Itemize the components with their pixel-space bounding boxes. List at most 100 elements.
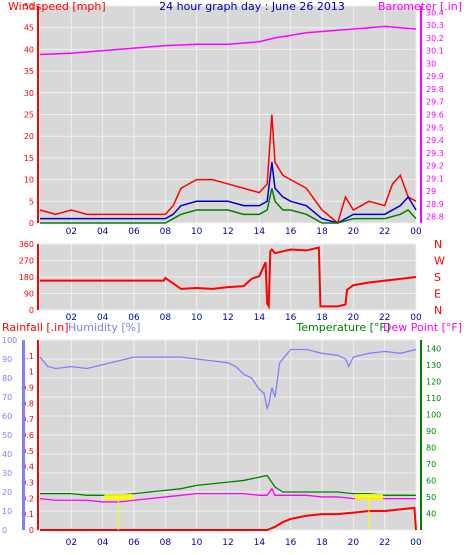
x-tick-label: 04 (97, 313, 109, 323)
dewpoint-label: Dew Point [°F] (383, 321, 462, 334)
barometer-tick: 29.4 (426, 136, 444, 145)
series-min (40, 188, 417, 224)
rainfall-tick: 0.4 (21, 463, 34, 472)
barometer-tick: 30.4 (426, 8, 444, 17)
series-dew_point (39, 487, 416, 503)
x-tick-label: 14 (254, 538, 266, 548)
windspeed-tick: 10 (24, 176, 34, 185)
barometer-tick: 29.8 (426, 85, 444, 94)
x-tick-label: 00 (410, 227, 422, 237)
x-tick-label: 02 (66, 538, 77, 548)
humidity-tick: 80 (2, 374, 12, 383)
x-tick-label: 16 (285, 227, 297, 237)
compass-label: N (434, 238, 442, 251)
windspeed-tick: 5 (29, 197, 34, 206)
series-rainfall (40, 506, 417, 531)
rainfall-tick: 1 (29, 368, 34, 377)
windspeed-tick: 15 (24, 154, 34, 163)
rainfall-tick: 0.1 (21, 510, 34, 519)
windspeed-tick: 0 (29, 219, 34, 228)
direction-tick: 180 (19, 273, 34, 282)
x-tick-label: 00 (410, 538, 422, 548)
x-tick-label: 16 (285, 313, 297, 323)
temperature-tick: 70 (426, 460, 436, 469)
temperature-tick: 100 (426, 410, 441, 419)
rainfall-tick: 0.9 (21, 384, 34, 393)
rainfall-tick: 0 (29, 526, 34, 535)
x-tick-label: 20 (348, 538, 360, 548)
barometer-tick: 29.2 (426, 162, 444, 171)
temperature-tick: 80 (426, 443, 436, 452)
x-tick-label: 20 (348, 227, 360, 237)
rainfall-tick: 0.6 (21, 431, 34, 440)
x-tick-label: 08 (160, 227, 172, 237)
rainfall-tick: 0.8 (21, 399, 34, 408)
rainfall-label: Rainfall [.in] (2, 321, 69, 334)
humidity-tick: 90 (2, 355, 12, 364)
temperature-tick: 140 (426, 344, 441, 353)
barometer-tick: 30 (426, 59, 436, 68)
windspeed-tick: 45 (24, 24, 34, 33)
barometer-tick: 29.1 (426, 174, 444, 183)
x-tick-label: 06 (128, 313, 140, 323)
humidity-tick: 60 (2, 412, 12, 421)
temperature-tick: 130 (426, 361, 441, 370)
x-tick-label: 08 (160, 538, 172, 548)
axis-ticks: 0510152025303540455028.828.92929.129.229… (2, 2, 445, 535)
x-tick-label: 00 (410, 313, 422, 323)
humidity-tick: 20 (2, 488, 12, 497)
direction-tick: 0 (29, 306, 34, 315)
series-avg (40, 162, 417, 224)
barometer-tick: 28.8 (426, 213, 444, 222)
windspeed-tick: 20 (24, 132, 34, 141)
humidity-tick: 70 (2, 393, 12, 402)
rainfall-tick: 0.2 (21, 494, 34, 503)
barometer-tick: 29 (426, 187, 436, 196)
temperature-tick: 50 (426, 493, 436, 502)
x-tick-label: 22 (379, 313, 390, 323)
barometer-tick: 29.7 (426, 98, 444, 107)
windspeed-tick: 40 (24, 45, 34, 54)
windspeed-tick: 30 (24, 89, 34, 98)
page-title: 24 hour graph day : June 26 2013 (159, 0, 345, 13)
x-tick-label: 16 (285, 538, 297, 548)
x-tick-label: 06 (128, 227, 140, 237)
data-series (39, 25, 417, 531)
x-tick-label: 18 (316, 313, 328, 323)
barometer-tick: 29.5 (426, 123, 444, 132)
x-tick-label: 10 (191, 227, 203, 237)
compass-label: E (434, 288, 441, 301)
compass-label: S (434, 271, 441, 284)
temperature-tick: 90 (426, 427, 436, 436)
temperature-tick: 110 (426, 394, 441, 403)
series-gust (39, 114, 417, 225)
x-tick-label: 12 (222, 538, 233, 548)
barometer-tick: 30.1 (426, 47, 444, 56)
humidity-axis-bar (22, 340, 25, 530)
barometer-tick: 29.9 (426, 72, 444, 81)
x-tick-label: 22 (379, 227, 390, 237)
windspeed-tick: 35 (24, 67, 34, 76)
barometer-tick: 29.3 (426, 149, 444, 158)
humidity-tick: 40 (2, 450, 12, 459)
x-tick-label: 14 (254, 313, 266, 323)
windspeed-label: Windspeed [mph] (8, 0, 106, 13)
rainfall-tick: 1.1 (21, 352, 34, 361)
x-tick-label: 02 (66, 227, 77, 237)
rainfall-tick: 0.5 (21, 447, 34, 456)
series-humidity (39, 348, 417, 411)
x-tick-label: 08 (160, 313, 172, 323)
x-tick-label: 18 (316, 538, 328, 548)
series-barometer (39, 25, 417, 56)
x-tick-label: 10 (191, 538, 203, 548)
series-direction (40, 246, 417, 310)
x-tick-label: 20 (348, 313, 360, 323)
x-tick-label: 14 (254, 227, 266, 237)
windspeed-tick: 25 (24, 111, 34, 120)
x-tick-label: 18 (316, 227, 328, 237)
direction-tick: 360 (19, 240, 34, 249)
x-tick-label: 04 (97, 227, 109, 237)
direction-tick: 90 (24, 290, 34, 299)
x-tick-label: 06 (128, 538, 140, 548)
